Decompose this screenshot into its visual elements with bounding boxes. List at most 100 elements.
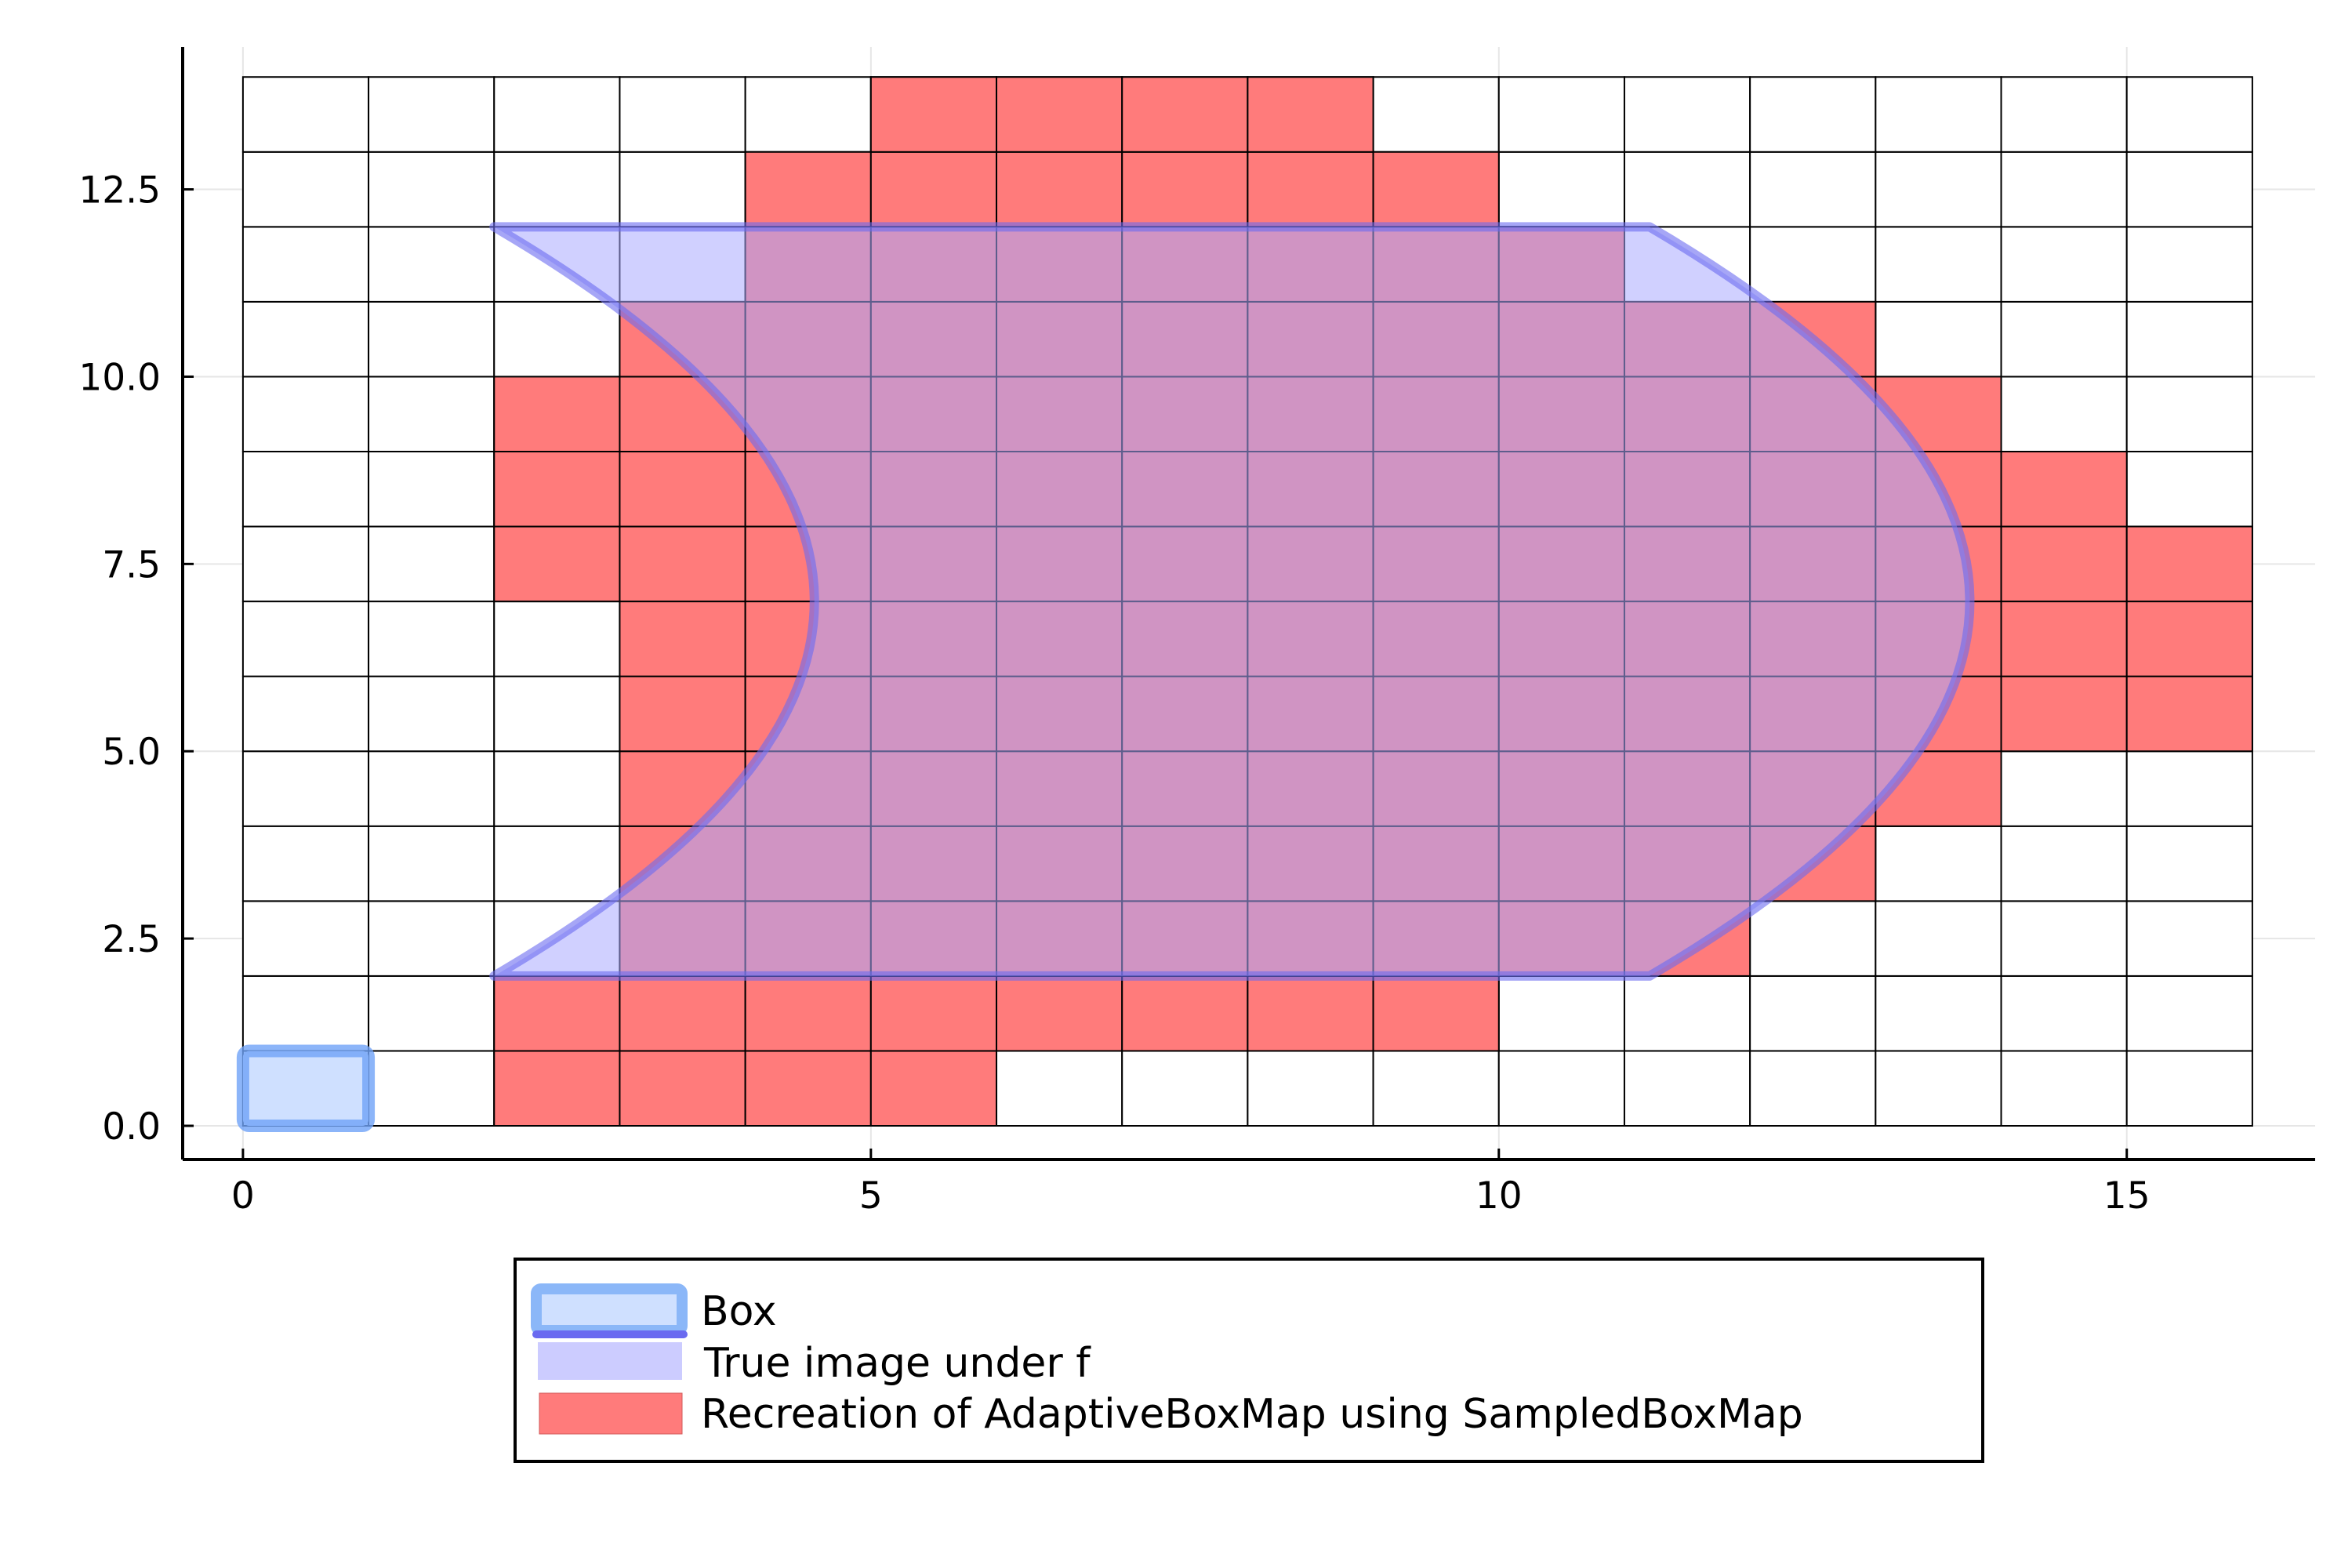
grid-cell — [1497, 76, 1625, 153]
red-box — [493, 1050, 621, 1127]
grid-cell — [1749, 975, 1877, 1052]
x-tick-label: 15 — [2103, 1174, 2151, 1218]
grid-cell — [368, 76, 495, 153]
grid-cell — [619, 151, 746, 228]
grid-cell — [241, 300, 370, 378]
red-box — [2000, 525, 2128, 603]
red-box — [996, 76, 1123, 153]
grid-cell — [1875, 151, 2002, 228]
red-box — [2000, 601, 2128, 677]
red-box — [2125, 525, 2253, 603]
grid-cell — [2000, 151, 2128, 228]
grid-cell — [493, 750, 621, 827]
red-box — [619, 675, 746, 753]
grid-cell — [2000, 76, 2128, 153]
y-tick-label: 0.0 — [102, 1105, 161, 1149]
grid-cell — [2125, 376, 2253, 453]
grid-cell — [2000, 825, 2128, 902]
grid-cell — [1497, 151, 1625, 228]
x-tick-label: 5 — [859, 1174, 883, 1218]
grid-cell — [2125, 226, 2253, 303]
red-box — [619, 1050, 746, 1127]
legend-recreation-swatch — [539, 1392, 683, 1435]
grid-cell — [2125, 1050, 2253, 1127]
grid-cell — [368, 675, 495, 753]
grid-cell — [241, 900, 370, 977]
grid-cell — [1247, 1050, 1374, 1127]
red-box — [2000, 675, 2128, 753]
box-rectangle — [236, 1044, 376, 1133]
grid-cell — [493, 151, 621, 228]
red-box — [493, 451, 621, 528]
red-box — [996, 151, 1123, 228]
grid-cell — [744, 76, 872, 153]
grid-cell — [2000, 975, 2128, 1052]
grid-cell — [2000, 376, 2128, 453]
grid-cell — [2125, 151, 2253, 228]
grid-cell — [1623, 151, 1751, 228]
grid-cell — [241, 76, 370, 153]
grid-cell — [1749, 1050, 1877, 1127]
grid-cell — [241, 825, 370, 902]
red-box — [493, 525, 621, 603]
grid-cell — [368, 376, 495, 453]
grid-cell — [241, 601, 370, 677]
red-box — [2125, 601, 2253, 677]
grid-cell — [368, 451, 495, 528]
grid-cell — [1875, 226, 2002, 303]
grid-cell — [1749, 76, 1877, 153]
red-box — [869, 151, 998, 228]
red-box — [869, 975, 998, 1052]
grid-cell — [1875, 900, 2002, 977]
grid-cell — [1875, 1050, 2002, 1127]
x-tick-label: 0 — [231, 1174, 255, 1218]
red-box — [1247, 975, 1374, 1052]
grid-cell — [368, 525, 495, 603]
grid-cell — [241, 451, 370, 528]
y-tick-label: 12.5 — [78, 169, 161, 212]
grid-cell — [368, 601, 495, 677]
legend: Box True image under f Recreation of Ada… — [514, 1258, 1984, 1463]
y-tick-label: 10.0 — [78, 356, 161, 399]
grid-cell — [368, 825, 495, 902]
grid-cell — [1623, 76, 1751, 153]
grid-cell — [2000, 750, 2128, 827]
red-box — [619, 601, 746, 677]
grid-cell — [1497, 975, 1625, 1052]
grid-cell — [493, 825, 621, 902]
grid-cell — [2125, 750, 2253, 827]
red-box — [2125, 675, 2253, 753]
legend-true-image-swatch — [538, 1342, 682, 1380]
red-box — [744, 975, 872, 1052]
grid-cell — [2125, 975, 2253, 1052]
red-box — [1372, 975, 1500, 1052]
legend-box-swatch — [531, 1283, 688, 1338]
grid-cell — [493, 76, 621, 153]
grid-cell — [368, 300, 495, 378]
legend-label-recreation: Recreation of AdaptiveBoxMap using Sampl… — [701, 1391, 1803, 1438]
grid-cell — [1623, 975, 1751, 1052]
legend-label-true-image: True image under f — [703, 1340, 1091, 1387]
grid-cell — [368, 975, 495, 1052]
grid-cell — [1372, 76, 1500, 153]
red-box — [493, 975, 621, 1052]
true-image-fill — [494, 227, 1970, 976]
grid-cell — [493, 300, 621, 378]
grid-cell — [1623, 1050, 1751, 1127]
y-tick-label: 7.5 — [102, 543, 161, 586]
grid-cell — [2125, 76, 2253, 153]
grid-cell — [241, 376, 370, 453]
grid-cell — [2000, 300, 2128, 378]
true-image-region — [489, 222, 1975, 981]
grid-cell — [1749, 226, 1877, 303]
grid-cell — [1875, 76, 2002, 153]
grid-cell — [241, 525, 370, 603]
red-box — [1121, 76, 1249, 153]
red-box — [493, 376, 621, 453]
grid-cell — [241, 226, 370, 303]
red-box — [1247, 151, 1374, 228]
grid-cell — [2125, 900, 2253, 977]
grid-cell — [368, 226, 495, 303]
grid-cell — [241, 151, 370, 228]
